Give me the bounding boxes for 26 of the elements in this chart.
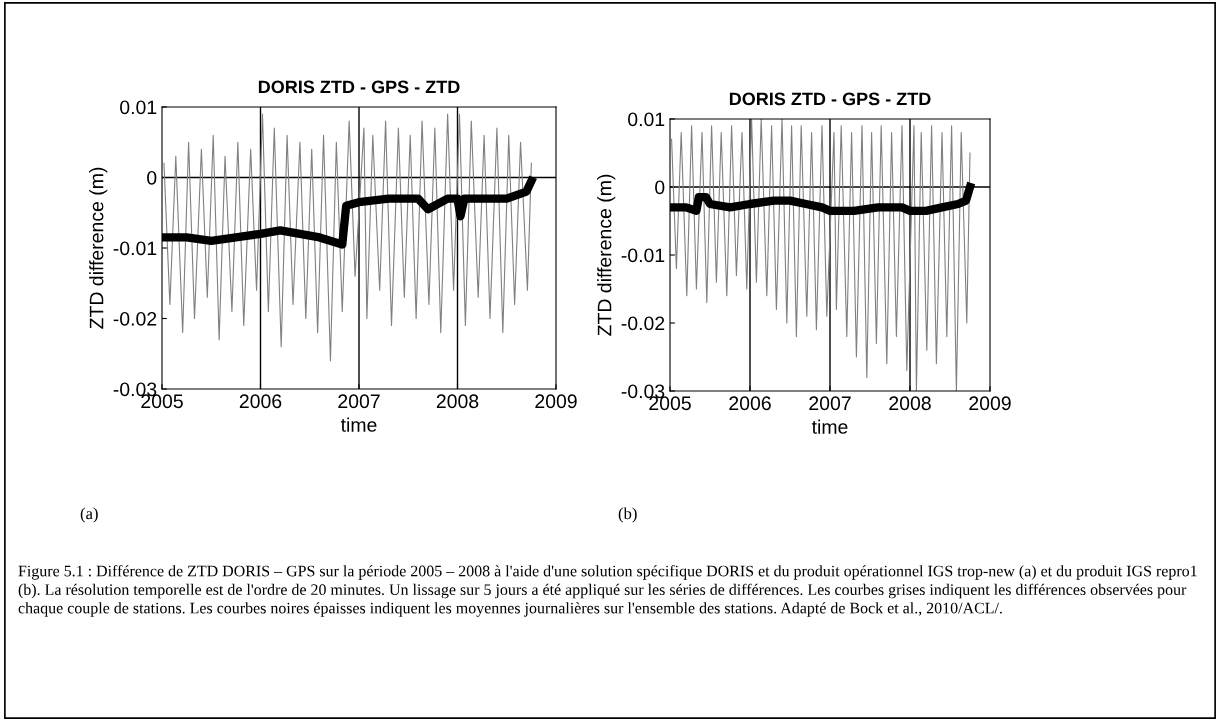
x-tick-label: 2006 <box>239 394 282 409</box>
caption: Figure 5.1 : Différence de ZTD DORIS – GPS sur la période 2005 – 2008 à l'aide d'une solution spécifique DORIS et du produit opérationnel IGS trop-new (a) et du produit IGS repro1 (b). La résolution temporelle est de l'ordre de 20 minutes. Un lissage sur 5 jours a été appliqué sur les séries de différences. Les courbes grises indiquent les différences observées pour chaque couple de stations. Les courbes noires épaisses indiquent les moyennes journalières sur l'ensemble des stations. Adapté de Bock et al., 2010/ACL/. <box>18 565 1197 617</box>
text: (a) <box>80 507 98 523</box>
y-tick-label: -0.01 <box>621 248 665 263</box>
y-tick-label: 0 <box>147 170 157 185</box>
x-tick-label: 2006 <box>729 396 771 411</box>
chart-title: DORIS ZTD - GPS - ZTD <box>258 80 460 94</box>
y-tick-label: 0.01 <box>628 112 665 127</box>
chart-title: DORIS ZTD - GPS - ZTD <box>729 92 931 106</box>
y-tick-label: -0.02 <box>113 311 157 326</box>
line-series <box>163 113 532 362</box>
y-axis-title: ZTD difference (m) <box>89 167 108 329</box>
y-tick-label: 0 <box>655 180 665 195</box>
y-axis-title: ZTD difference (m) <box>597 174 616 336</box>
y-tick-label: 0.01 <box>120 100 157 115</box>
x-tick-label: 2008 <box>889 396 931 411</box>
x-tick-label: 2008 <box>436 394 479 409</box>
x-tick-label: 2007 <box>809 396 851 411</box>
x-tick-label: 2009 <box>969 396 1011 411</box>
x-axis-title: time <box>811 419 848 434</box>
x-axis-title: time <box>340 417 377 432</box>
x-tick-label: 2007 <box>338 394 380 409</box>
x-tick-label: 2009 <box>535 394 577 409</box>
y-tick-label: -0.02 <box>621 316 665 331</box>
y-tick-label: -0.01 <box>113 241 157 256</box>
text: (b) <box>618 507 637 523</box>
